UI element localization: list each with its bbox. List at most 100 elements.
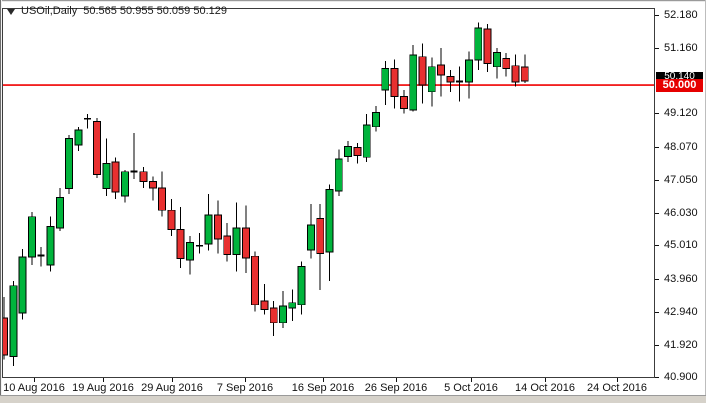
candle <box>297 261 306 315</box>
candle <box>269 301 278 337</box>
candle <box>325 184 334 281</box>
candle <box>502 53 511 77</box>
price-tick <box>655 312 659 313</box>
time-axis-label: 19 Aug 2016 <box>72 382 134 394</box>
candle <box>334 149 343 196</box>
candle <box>344 141 353 163</box>
candle <box>213 200 222 254</box>
chart-header: USOil,Daily 50.565 50.955 50.059 50.129 <box>7 4 227 18</box>
time-tick <box>545 378 546 382</box>
price-axis-label: 40.900 <box>664 371 698 383</box>
time-tick <box>323 378 324 382</box>
candle <box>46 216 55 272</box>
time-axis-label: 14 Oct 2016 <box>515 382 575 394</box>
price-axis-label: 48.070 <box>664 141 698 153</box>
candle <box>372 105 380 132</box>
candle <box>158 171 167 217</box>
candle <box>288 289 297 322</box>
candle <box>176 207 185 269</box>
candle <box>223 223 232 262</box>
candle <box>148 176 157 201</box>
candle <box>74 126 83 151</box>
symbol-timeframe-label: USOil,Daily <box>21 5 78 17</box>
window-border-left-highlight <box>1 0 2 403</box>
window-border-top-highlight <box>0 1 706 2</box>
candle <box>139 166 148 188</box>
price-tick <box>655 48 659 49</box>
time-tick <box>172 378 173 382</box>
candle <box>390 59 399 109</box>
covered-price-label: 50.140 <box>656 72 703 80</box>
candle <box>446 69 455 92</box>
candle <box>465 51 473 99</box>
candle <box>55 187 64 232</box>
price-axis[interactable]: 50.140 50.000 52.180 51.160 49.120 48.070 47… <box>655 0 706 395</box>
candle <box>3 297 8 360</box>
current-price-badge: 50.000 <box>656 79 703 92</box>
price-tick <box>655 15 659 16</box>
candle <box>111 157 120 200</box>
candle <box>437 48 446 97</box>
time-axis-label: 24 Oct 2016 <box>587 382 647 394</box>
price-tick <box>655 245 659 246</box>
price-tick <box>655 113 659 114</box>
time-axis-label: 29 Aug 2016 <box>141 382 203 394</box>
candle <box>409 44 418 112</box>
candle <box>130 133 138 179</box>
candle <box>306 203 315 259</box>
candle <box>65 134 74 195</box>
time-tick <box>245 378 246 382</box>
candle <box>260 284 269 315</box>
candle <box>93 117 101 179</box>
candle <box>492 48 501 79</box>
price-axis-label: 41.920 <box>664 339 698 351</box>
quote-ohlc-label: 50.565 50.955 50.059 50.129 <box>83 5 227 17</box>
candle <box>102 138 111 196</box>
candle <box>167 199 176 236</box>
candle <box>279 291 287 328</box>
candle <box>381 60 390 105</box>
time-axis-label: 5 Oct 2016 <box>444 382 498 394</box>
time-tick <box>617 378 618 382</box>
candle <box>251 251 260 312</box>
price-axis-label: 51.160 <box>664 42 698 54</box>
time-axis-label: 26 Sep 2016 <box>364 382 428 394</box>
price-axis-label: 45.010 <box>664 239 698 251</box>
price-tick <box>655 147 659 148</box>
candlestick-chart <box>3 22 654 367</box>
candle <box>18 248 27 320</box>
candle <box>316 203 325 290</box>
candle <box>427 57 436 107</box>
candle <box>483 23 492 72</box>
price-axis-label: 46.030 <box>664 207 698 219</box>
time-tick <box>34 378 35 382</box>
candle <box>362 113 371 163</box>
time-tick <box>103 378 104 382</box>
price-axis-label: 43.960 <box>664 273 698 285</box>
price-axis-label: 47.050 <box>664 174 698 186</box>
candle <box>9 280 18 367</box>
chart-plot-area[interactable] <box>2 8 655 378</box>
time-axis[interactable]: 10 Aug 2016 19 Aug 2016 29 Aug 2016 7 Sep 2… <box>0 378 706 396</box>
symbol-dropdown-icon[interactable] <box>7 8 15 15</box>
price-tick <box>655 213 659 214</box>
price-tick <box>655 279 659 280</box>
candle <box>474 22 483 70</box>
price-tick <box>655 345 659 346</box>
price-tick <box>655 180 659 181</box>
candle <box>241 205 250 273</box>
time-axis-label: 7 Sep 2016 <box>216 382 274 394</box>
time-axis-label: 16 Sep 2016 <box>291 382 355 394</box>
candle <box>195 232 203 254</box>
price-tick <box>655 377 659 378</box>
candle <box>37 247 45 267</box>
candle <box>520 54 529 84</box>
candle <box>84 113 92 129</box>
price-axis-label: 42.940 <box>664 306 698 318</box>
window-border-left <box>0 0 1 403</box>
time-axis-label: 10 Aug 2016 <box>3 382 65 394</box>
candle <box>418 43 427 104</box>
candle <box>204 194 213 251</box>
candle <box>399 89 408 114</box>
candle <box>27 211 36 265</box>
